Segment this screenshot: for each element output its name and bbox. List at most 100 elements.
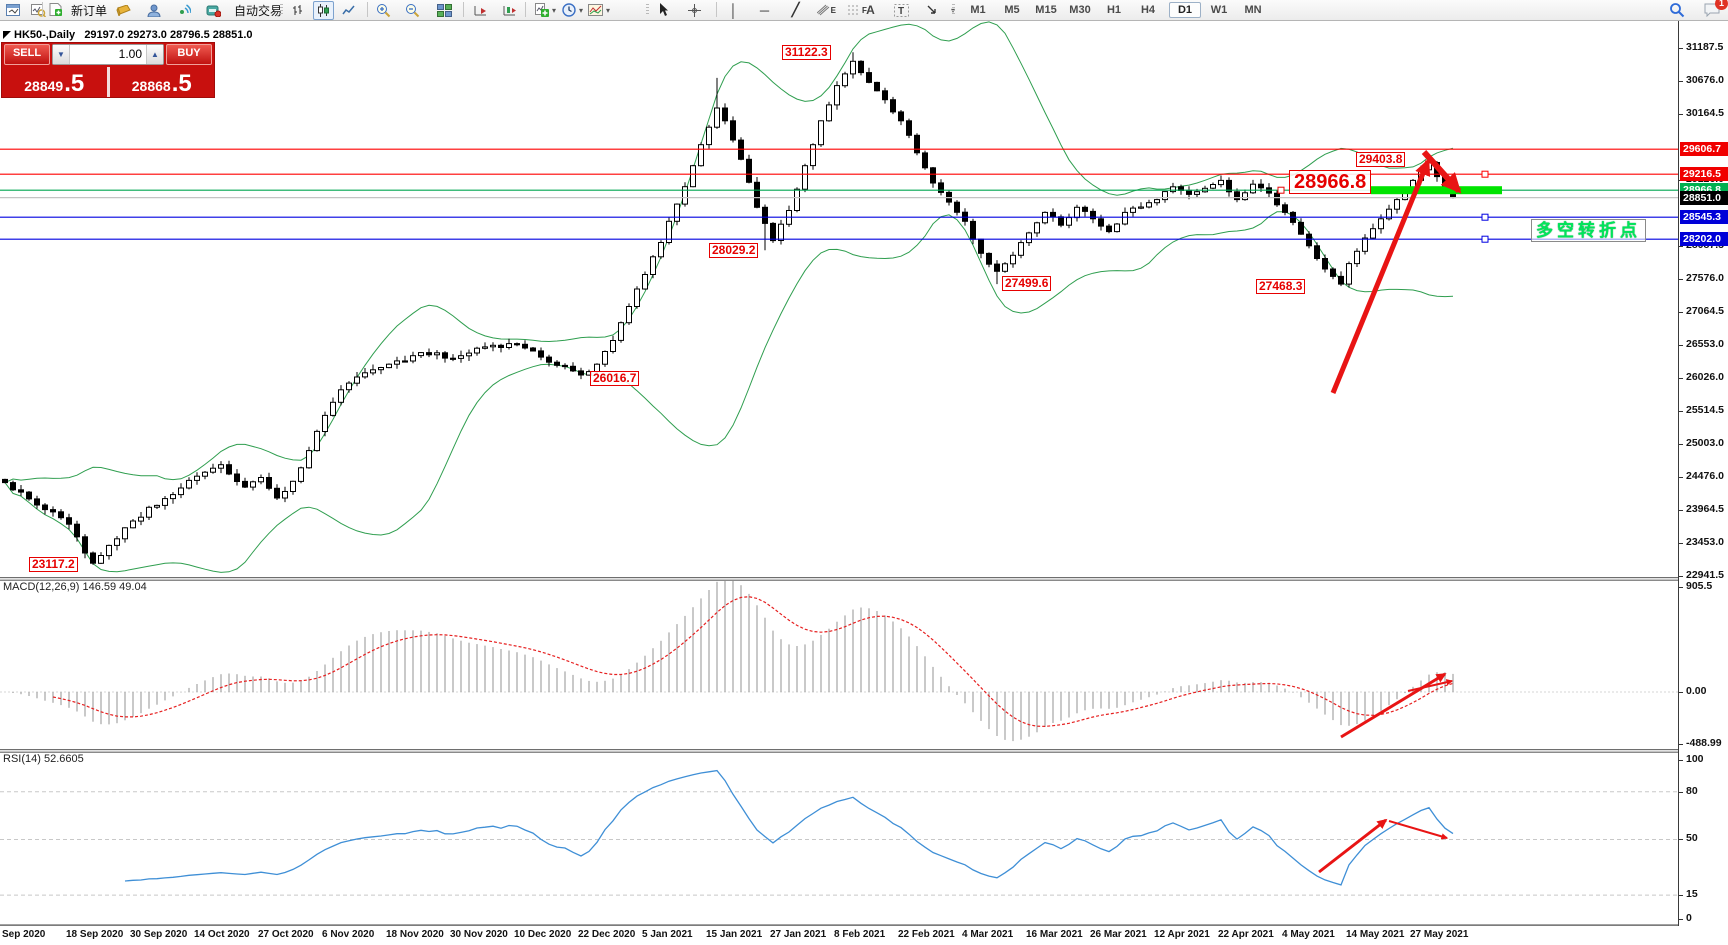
date-label: 5 Jan 2021	[642, 929, 693, 940]
cursor-tool-icon[interactable]	[653, 1, 674, 20]
date-axis[interactable]: Sep 2020 18 Sep 2020 30 Sep 2020 14 Oct 202…	[0, 926, 1728, 945]
price-annotation-label: 29403.8	[1356, 152, 1406, 167]
axis-tick	[1679, 760, 1683, 761]
price-annotation-label: 27499.6	[1002, 276, 1052, 291]
date-label: 14 Oct 2020	[194, 929, 250, 940]
horizontal-line-tool-icon[interactable]: ─	[759, 2, 770, 18]
buy-price-main: 28868	[131, 78, 171, 94]
main-pane	[0, 21, 1678, 573]
shift-chart-end-icon[interactable]	[470, 1, 491, 20]
axis-price-marker: 28851.0	[1680, 191, 1728, 205]
new-order-button[interactable]: 新订单	[71, 3, 108, 18]
axis-tick	[1679, 692, 1683, 693]
templates-icon[interactable]	[585, 1, 606, 20]
periods-dropdown-icon[interactable]: ▾	[579, 5, 584, 15]
axis-tick	[1679, 279, 1683, 280]
axis-tick	[1679, 48, 1683, 49]
zoom-out-icon[interactable]	[402, 1, 423, 20]
timeframe-button-m15[interactable]: M15	[1035, 4, 1057, 16]
axis-tick-label: 27064.5	[1686, 305, 1724, 317]
price-axis[interactable]: 31187.530676.030164.529126.028087.527576…	[1678, 20, 1728, 926]
zoom-in-icon[interactable]	[373, 1, 394, 20]
trendline-tool-icon[interactable]: ╱	[791, 2, 800, 17]
chart-preview-icon[interactable]	[28, 1, 49, 20]
turning-point-note[interactable]: 多空转折点	[1531, 219, 1646, 242]
price-annotation-label: 28966.8	[1289, 170, 1372, 194]
candlestick-chart-type-icon[interactable]	[313, 0, 334, 20]
axis-tick-label: 905.5	[1686, 580, 1713, 592]
date-label: 10 Dec 2020	[514, 929, 572, 940]
timeframe-button-h4[interactable]: H4	[1140, 4, 1156, 16]
arrows-tool-icon[interactable]	[922, 1, 943, 20]
tile-windows-icon[interactable]	[434, 1, 455, 20]
axis-tick-label: 31187.5	[1686, 41, 1724, 53]
timeframe-button-mn[interactable]: MN	[1244, 4, 1262, 16]
search-icon[interactable]	[1666, 1, 1687, 20]
axis-tick	[1679, 477, 1683, 478]
indicators-icon[interactable]	[531, 1, 552, 20]
one-click-collapse-icon[interactable]	[3, 31, 11, 39]
line-chart-type-icon[interactable]	[338, 1, 359, 20]
text-tool-icon[interactable]: A	[866, 3, 875, 17]
chart-window-icon[interactable]	[2, 1, 23, 20]
axis-tick-label: 50	[1686, 832, 1698, 844]
axis-tick	[1679, 919, 1683, 920]
periods-icon[interactable]	[558, 1, 579, 20]
autotrading-button[interactable]: 自动交易	[234, 3, 283, 18]
annotation-arrow	[1318, 818, 1388, 874]
axis-tick-label: 24476.0	[1686, 470, 1724, 482]
axis-tick-label: 25514.5	[1686, 404, 1724, 416]
annotation-arrow	[1421, 149, 1462, 194]
axis-tick-label: 15	[1686, 888, 1698, 900]
buy-price[interactable]: 28868 .5	[109, 67, 214, 97]
axis-tick	[1679, 576, 1683, 577]
date-label: 8 Feb 2021	[834, 929, 886, 940]
sell-price-main: 28849	[24, 78, 64, 94]
bar-chart-type-icon[interactable]	[288, 1, 309, 20]
market-depth-icon[interactable]	[113, 1, 134, 20]
chat-notifications-icon[interactable]: 1	[1701, 0, 1728, 20]
community-icon[interactable]	[143, 1, 164, 20]
volume-increase-icon[interactable]: ▲	[146, 45, 163, 64]
axis-tick	[1679, 895, 1683, 896]
date-label: Sep 2020	[2, 929, 46, 940]
volume-value[interactable]: 1.00	[118, 47, 142, 61]
date-label: 18 Sep 2020	[66, 929, 124, 940]
timeframe-button-m1[interactable]: M1	[970, 4, 986, 16]
channel-tool-icon[interactable]: E	[816, 1, 837, 20]
date-label: 15 Jan 2021	[706, 929, 763, 940]
autotrading-icon[interactable]	[203, 1, 224, 20]
date-label: 18 Nov 2020	[386, 929, 444, 940]
timeframe-button-m30[interactable]: M30	[1069, 4, 1091, 16]
volume-stepper[interactable]: ▼ 1.00 ▲	[52, 44, 164, 65]
axis-tick	[1679, 345, 1683, 346]
sell-price[interactable]: 28849 .5	[2, 67, 107, 97]
indicators-dropdown-icon[interactable]: ▾	[552, 5, 557, 15]
auto-scroll-icon[interactable]	[499, 1, 520, 20]
timeframe-button-m5[interactable]: M5	[1004, 4, 1020, 16]
timeframe-button-d1[interactable]: D1	[1169, 2, 1201, 18]
rsi-indicator-label: RSI(14) 52.6605	[3, 753, 84, 765]
vertical-line-tool-icon[interactable]: │	[729, 2, 738, 18]
sell-button[interactable]: SELL	[4, 44, 50, 65]
volume-decrease-icon[interactable]: ▼	[53, 45, 70, 64]
templates-dropdown-icon[interactable]: ▾	[606, 5, 611, 15]
axis-tick-label: 0	[1686, 912, 1692, 924]
axis-tick	[1679, 839, 1683, 840]
buy-button[interactable]: BUY	[166, 44, 212, 65]
macd-pane	[0, 581, 1678, 742]
timeframe-button-h1[interactable]: H1	[1106, 4, 1122, 16]
text-label-tool-icon[interactable]: T	[891, 1, 912, 20]
axis-tick	[1679, 312, 1683, 313]
macd-indicator-label: MACD(12,26,9) 146.59 49.04	[3, 581, 147, 593]
date-label: 6 Nov 2020	[322, 929, 375, 940]
date-label: 30 Sep 2020	[130, 929, 188, 940]
chart-canvas[interactable]	[0, 20, 1678, 926]
fibonacci-tool-icon[interactable]: F	[847, 1, 868, 20]
axis-tick	[1679, 444, 1683, 445]
chart-area[interactable]: HK50-,Daily 29197.0 29273.0 28796.5 2885…	[0, 20, 1678, 926]
crosshair-tool-icon[interactable]	[684, 1, 705, 20]
new-order-icon[interactable]	[47, 1, 65, 20]
signals-icon[interactable]	[173, 1, 194, 20]
timeframe-button-w1[interactable]: W1	[1210, 4, 1228, 16]
